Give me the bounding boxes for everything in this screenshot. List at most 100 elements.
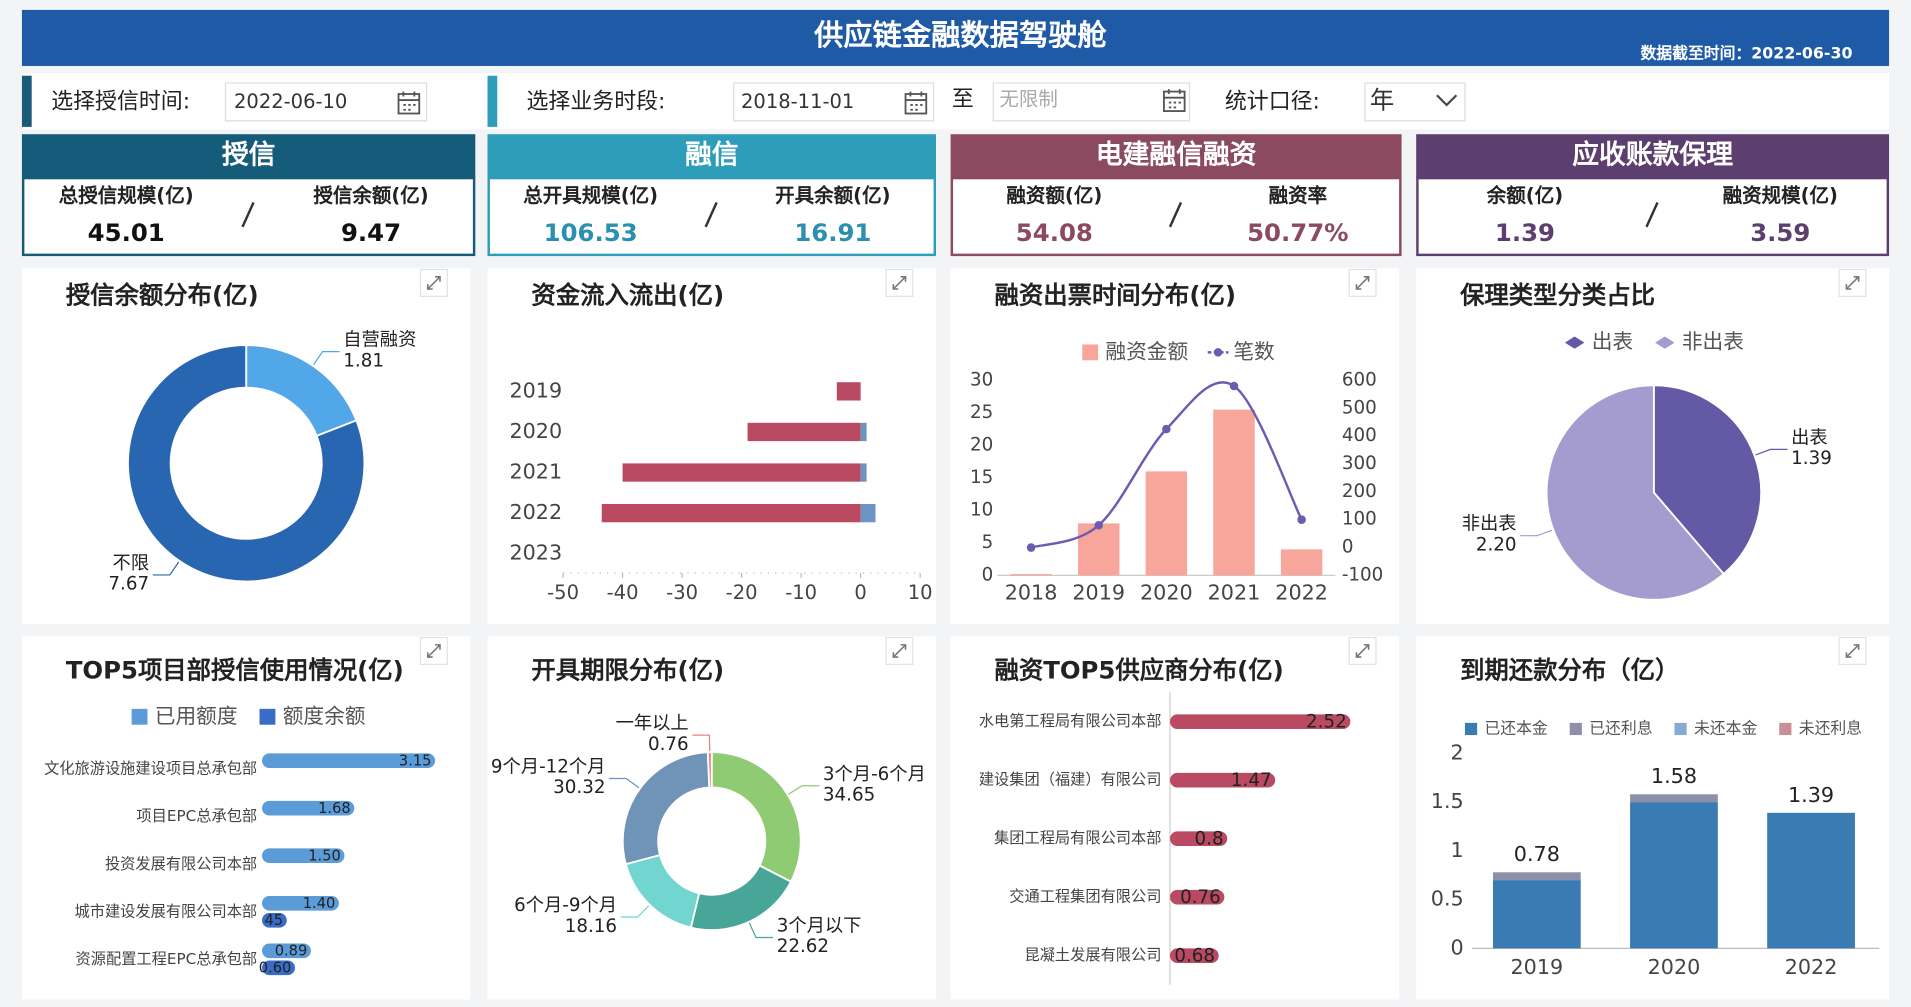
slice-value: 34.65 [823, 785, 875, 806]
slice [710, 751, 802, 883]
range-separator: 至 [952, 87, 974, 112]
expand-glyph [1845, 276, 1860, 290]
expand-icon[interactable] [1838, 268, 1867, 297]
legend-marker [1569, 722, 1582, 736]
expand-icon[interactable] [1348, 636, 1377, 665]
y-tick-label: 城市建设发展有限公司本部 [75, 902, 258, 920]
y-tick-label: 2023 [509, 541, 562, 565]
expand-icon[interactable] [1838, 636, 1867, 665]
data-label: 0.60 [259, 959, 292, 976]
bar [622, 463, 861, 482]
expand-glyph [1845, 644, 1860, 658]
kpi-title: 电建融信融资 [1096, 140, 1257, 171]
bar [262, 848, 345, 864]
total-label: 1.39 [1788, 783, 1834, 807]
x-tick-label: 2018 [1005, 581, 1058, 605]
slice-label: 自营融资 [343, 330, 416, 351]
slice-label: 一年以上 [616, 713, 689, 734]
header-bar [21, 9, 1890, 66]
bar [860, 422, 867, 442]
input-box[interactable] [224, 82, 428, 122]
slice-label: 9个月-12个月 [491, 757, 606, 778]
slice-label: 不限 [113, 553, 150, 574]
chart-title: 资金流入流出(亿) [531, 280, 724, 309]
bar [262, 895, 339, 911]
bar [601, 503, 861, 523]
chart-title: 融资出票时间分布(亿) [995, 280, 1237, 309]
legend-marker [1674, 722, 1687, 736]
slice [706, 751, 713, 789]
panel [950, 636, 1400, 1000]
y-tick-label: 项目EPC总承包部 [136, 807, 257, 825]
y-tick-label: 2022 [509, 500, 562, 524]
expand-glyph [426, 276, 441, 290]
date-input[interactable]: 2022-06-10 [224, 82, 428, 122]
kpi-label: 融资额(亿) [1006, 184, 1102, 207]
legend-label: 出表 [1592, 330, 1634, 354]
bar [860, 463, 867, 482]
chart-title: 开具期限分布(亿) [531, 656, 724, 685]
point [1229, 381, 1239, 391]
bar [747, 422, 861, 442]
expand-button[interactable] [1838, 636, 1867, 665]
kpi-body [487, 176, 936, 257]
expand-icon[interactable] [885, 636, 914, 665]
kpi-label: 总开具规模(亿) [523, 184, 658, 207]
select-value: 年 [1370, 85, 1394, 114]
x-tick-label: 2022 [1275, 581, 1328, 605]
y-tick-label: 交通工程集团有限公司 [1009, 888, 1161, 906]
y-tick-label: 0.5 [1431, 887, 1464, 911]
data-label: 0.8 [1195, 828, 1224, 849]
data-label: 1.47 [1231, 770, 1272, 791]
leader-line [692, 734, 711, 751]
leader-line [620, 905, 650, 918]
bar [262, 800, 355, 816]
expand-icon[interactable] [419, 636, 448, 665]
filter-label: 选择授信时间: [51, 90, 190, 115]
legend-label: 已还本金 [1484, 718, 1547, 737]
input-value: 2022-06-10 [234, 90, 347, 113]
expand-icon[interactable] [885, 268, 914, 297]
bar [262, 960, 295, 976]
bar [262, 913, 287, 928]
calendar-icon [1162, 89, 1186, 112]
kpi-divider [1645, 201, 1659, 228]
select[interactable]: 年 [1364, 82, 1466, 122]
y-tick-label: 10 [970, 499, 993, 520]
expand-icon[interactable] [419, 268, 448, 297]
kpi-value: 16.91 [794, 218, 871, 247]
bar [1630, 802, 1718, 949]
expand-glyph [892, 276, 907, 290]
bar [1170, 714, 1351, 729]
chart-title: 融资TOP5供应商分布(亿) [995, 656, 1284, 685]
y-tick-label: 集团工程局有限公司本部 [994, 829, 1161, 847]
expand-icon[interactable] [1348, 268, 1377, 297]
leader-line [609, 777, 640, 789]
date-input[interactable]: 2018-11-01 [733, 82, 935, 122]
y2-tick-label: 500 [1342, 397, 1377, 418]
bar [1010, 574, 1052, 576]
accent [487, 75, 498, 127]
expand-button[interactable] [1838, 268, 1867, 297]
x-tick-label: 2019 [1072, 581, 1125, 605]
leader-line [1520, 529, 1553, 537]
kpi-label: 融资率 [1269, 184, 1328, 207]
slice [127, 344, 366, 583]
x-tick-label: 2020 [1648, 955, 1701, 979]
input-box[interactable] [733, 82, 935, 122]
date-input[interactable]: 无限制 [992, 82, 1191, 122]
chart-title: 到期还款分布（亿） [1460, 656, 1679, 685]
y-tick-label: 20 [970, 434, 993, 455]
slice-value: 30.32 [553, 777, 605, 798]
slice [1545, 384, 1725, 601]
data-label: 0.89 [275, 942, 308, 959]
slice-label: 3个月以下 [777, 915, 862, 936]
expand-glyph [1355, 276, 1370, 290]
bar [836, 382, 861, 401]
data-label: 1.50 [308, 847, 341, 864]
y-tick-label: 25 [970, 402, 993, 423]
y-tick-label: 文化旅游设施建设项目总承包部 [44, 760, 257, 778]
input-box[interactable] [992, 82, 1191, 122]
page-title: 供应链金融数据驾驶舱 [813, 18, 1107, 52]
